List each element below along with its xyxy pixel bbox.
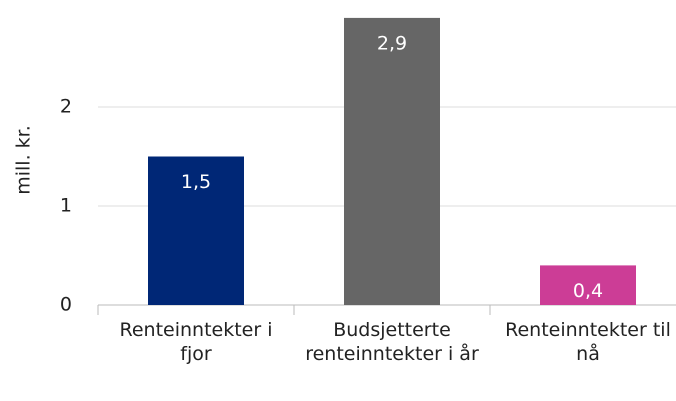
bar xyxy=(344,17,440,306)
bar xyxy=(540,265,636,305)
y-tick-label: 0 xyxy=(60,294,72,316)
x-tick-label: Renteinntekter til nå xyxy=(505,319,671,365)
value-label: 2,9 xyxy=(377,32,407,54)
y-tick-label: 2 xyxy=(60,96,72,118)
value-label: 0,4 xyxy=(573,280,603,302)
bar xyxy=(148,156,244,305)
y-axis-label: mill. kr. xyxy=(13,125,35,195)
x-tick-label: Renteinntekter i fjor xyxy=(119,319,273,365)
y-tick-label: 1 xyxy=(60,195,72,217)
value-label: 1,5 xyxy=(181,171,211,193)
x-tick-label: Budsjetterte renteinntekter i år xyxy=(305,319,479,365)
